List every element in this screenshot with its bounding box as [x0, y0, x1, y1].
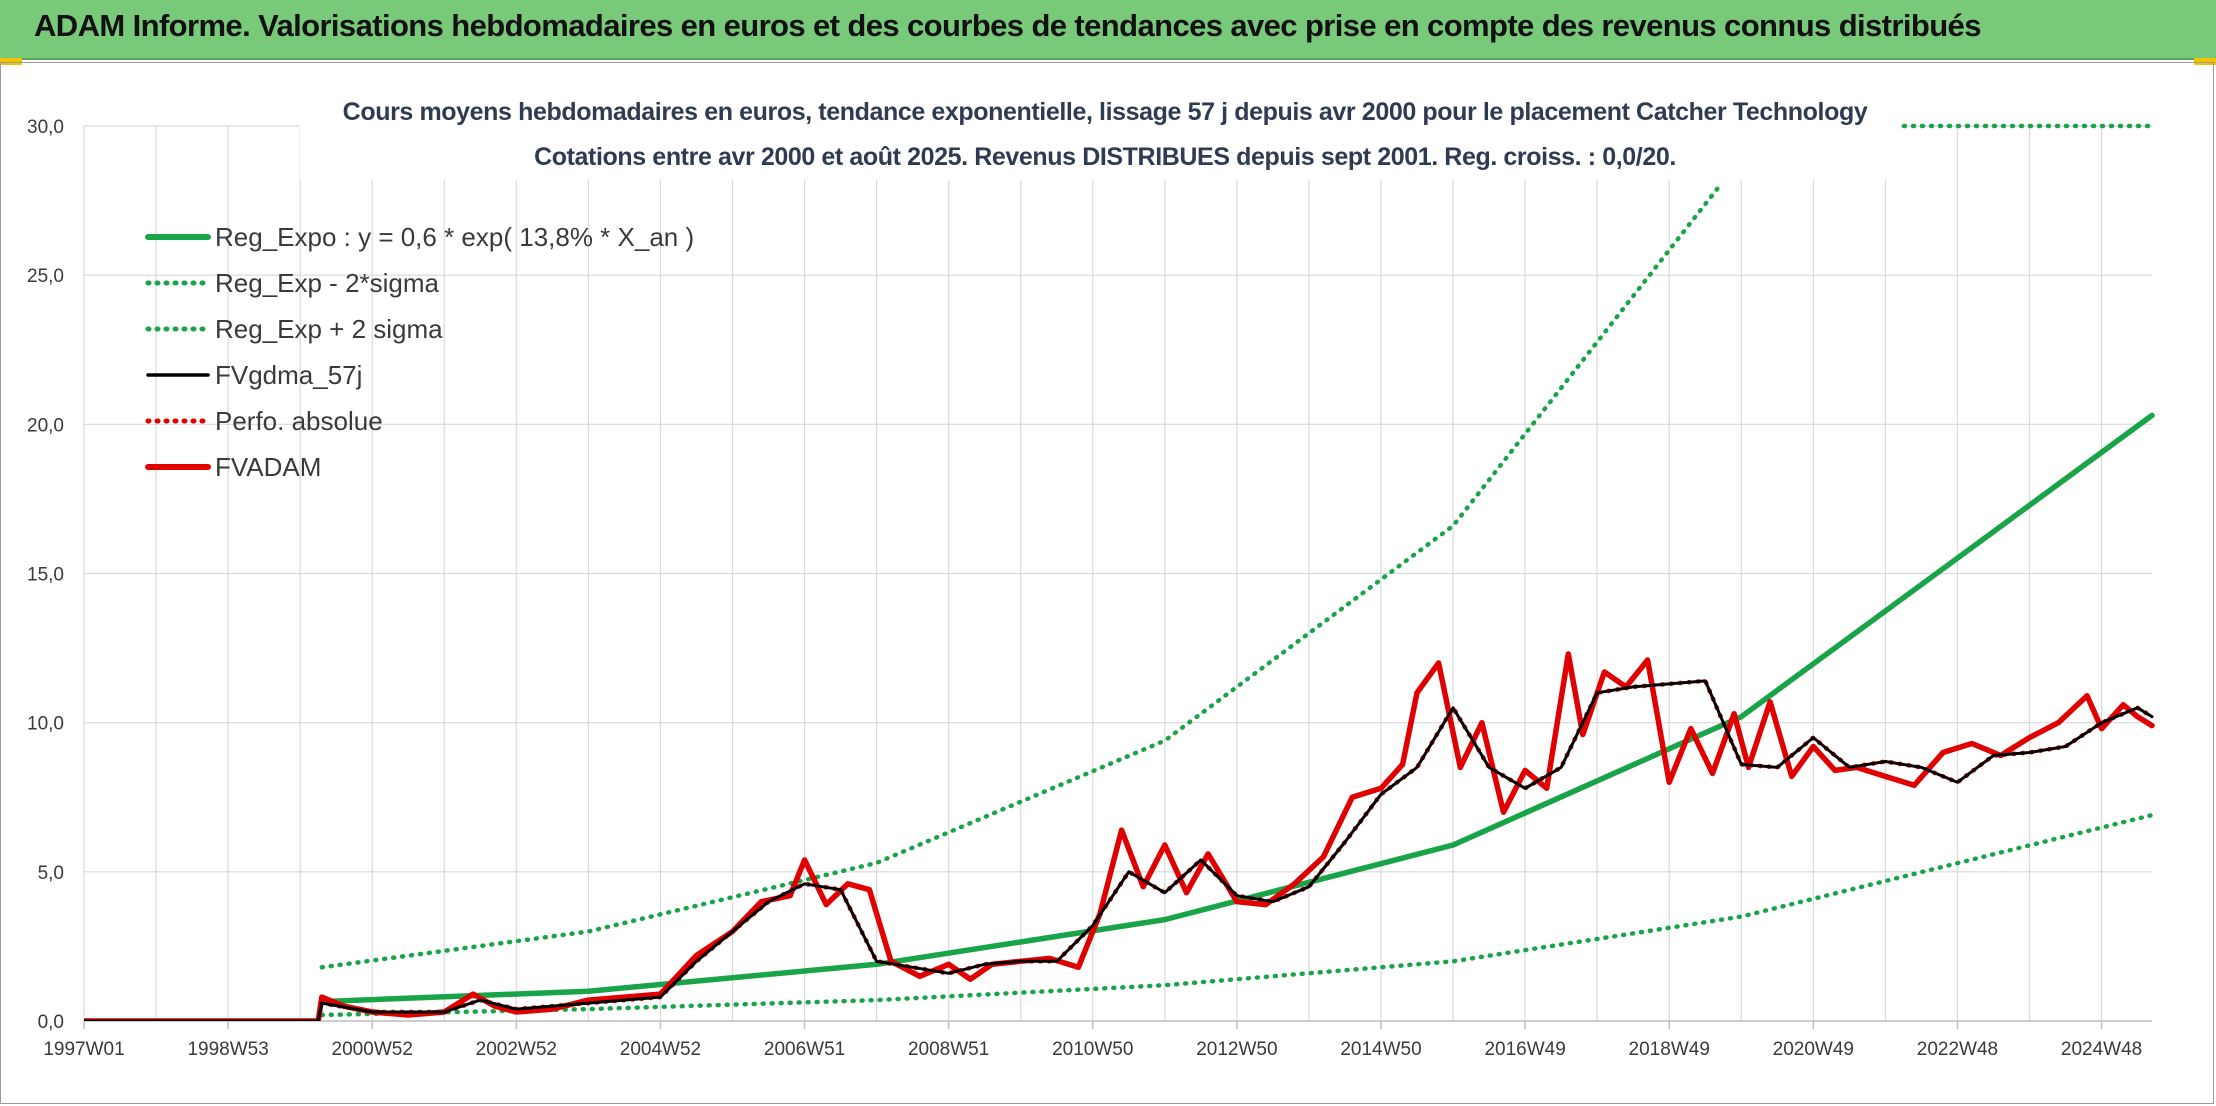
chart-grid: [83, 125, 2152, 1022]
y-tick-label: 10,0: [27, 714, 64, 735]
legend-label: Reg_Expo : y = 0,6 * exp( 13,8% * X_an ): [215, 222, 694, 252]
series-line-2: [319, 183, 1722, 970]
x-tick-label: 2018W49: [1629, 1039, 1710, 1060]
x-tick-label: 2010W50: [1052, 1039, 1133, 1060]
x-tick-label: 2008W51: [908, 1039, 989, 1060]
x-tick-label: 2002W52: [476, 1039, 557, 1060]
y-tick-label: 15,0: [27, 565, 64, 586]
series-line-5: [84, 651, 2155, 1021]
legend: Reg_Expo : y = 0,6 * exp( 13,8% * X_an )…: [145, 222, 694, 482]
x-tick-label: 2000W52: [332, 1039, 413, 1060]
x-tick-label: 2022W48: [1917, 1039, 1998, 1060]
series-line-1: [319, 812, 2155, 1018]
corner-marker-right: [2194, 58, 2216, 65]
x-tick-label: 2014W50: [1340, 1039, 1421, 1060]
series-line-0: [319, 412, 2155, 1005]
chart-title: Cours moyens hebdomadaires en euros, ten…: [343, 98, 1868, 126]
y-tick-label: 20,0: [27, 415, 64, 436]
y-tick-label: 5,0: [38, 863, 64, 884]
y-tick-label: 0,0: [38, 1012, 64, 1033]
chart-subtitle: Cotations entre avr 2000 et août 2025. R…: [534, 143, 1676, 171]
x-tick-label: 2006W51: [764, 1039, 845, 1060]
x-axis-ticks: 1997W01 1998W53 2000W52 2002W52 2004W52 2006W…: [43, 1020, 2152, 1060]
x-tick-label: 2016W49: [1484, 1039, 1565, 1060]
corner-marker-left: [0, 58, 22, 65]
legend-label: Reg_Exp - 2*sigma: [215, 268, 440, 298]
legend-label: Perfo. absolue: [215, 406, 383, 436]
x-tick-label: 1997W01: [43, 1039, 124, 1060]
series-line-3: [84, 679, 2154, 1021]
header-bar: ADAM Informe. Valorisations hebdomadaire…: [0, 0, 2216, 60]
legend-label: Reg_Exp + 2 sigma: [215, 314, 443, 344]
report-title: ADAM Informe. Valorisations hebdomadaire…: [34, 8, 1981, 43]
title-background: [300, 88, 1900, 180]
y-tick-label: 30,0: [27, 117, 64, 138]
x-tick-label: 2012W50: [1196, 1039, 1277, 1060]
x-tick-label: 2020W49: [1773, 1039, 1854, 1060]
legend-label: FVADAM: [215, 452, 321, 482]
x-tick-label: 2004W52: [620, 1039, 701, 1060]
legend-label: FVgdma_57j: [215, 360, 362, 390]
y-tick-label: 25,0: [27, 266, 64, 287]
x-tick-label: 1998W53: [187, 1039, 268, 1060]
x-tick-label: 2024W48: [2061, 1039, 2142, 1060]
series-layer: [84, 123, 2155, 1021]
chart-frame: [0, 62, 2214, 1104]
y-axis-ticks: 0,0 5,0 10,0 15,0 20,0 25,0 30,0: [27, 117, 64, 1033]
